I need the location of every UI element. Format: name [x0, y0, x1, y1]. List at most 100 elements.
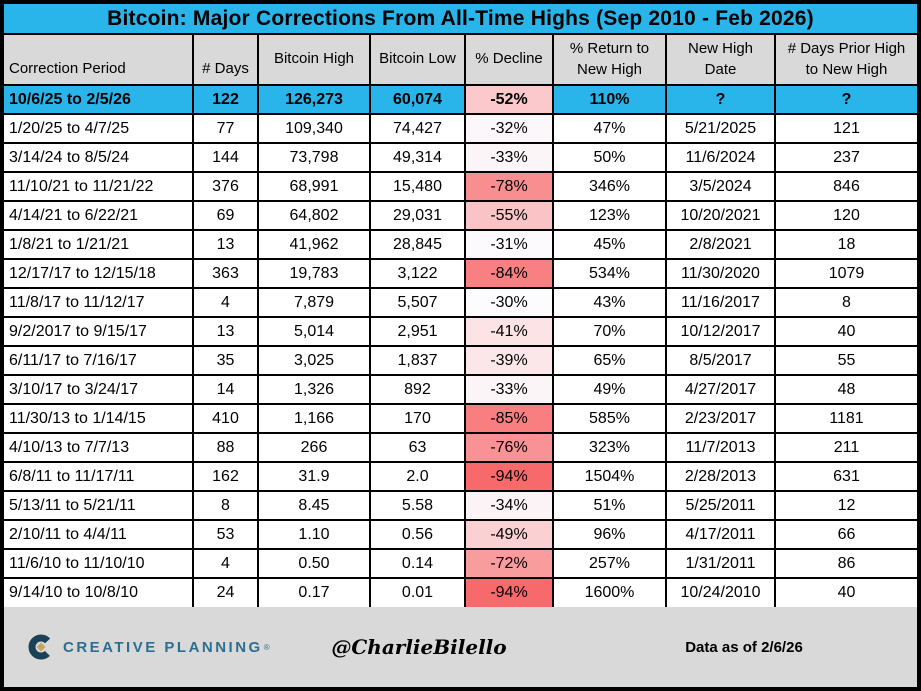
bitcoin-high-cell: 266	[257, 432, 371, 463]
data-as-of-label: Data as of 2/6/26	[685, 638, 803, 656]
days-cell: 88	[192, 432, 259, 463]
table-body: 10/6/25 to 2/5/26 122 126,273 60,074 -52% 110…	[3, 84, 918, 608]
bitcoin-high-cell: 0.17	[257, 577, 371, 608]
days-prior-cell: 211	[774, 432, 918, 463]
bitcoin-low-cell: 5.58	[369, 490, 466, 521]
bitcoin-high-cell: 126,273	[257, 84, 371, 115]
days-prior-cell: 631	[774, 461, 918, 492]
decline-cell: -32%	[464, 113, 554, 144]
col-header-return-to-new-high: % Return to New High	[552, 34, 667, 86]
period-cell: 10/6/25 to 2/5/26	[3, 84, 194, 115]
decline-cell: -41%	[464, 316, 554, 347]
table-row: 3/10/17 to 3/24/17 14 1,326 892 -33% 49% 4/27/…	[3, 374, 918, 405]
new-high-date-cell: ?	[665, 84, 776, 115]
return-cell: 43%	[552, 287, 667, 318]
col-header-days-prior-high: # Days Prior High to New High	[774, 34, 918, 86]
return-cell: 323%	[552, 432, 667, 463]
days-cell: 122	[192, 84, 259, 115]
days-cell: 24	[192, 577, 259, 608]
days-cell: 14	[192, 374, 259, 405]
bitcoin-high-cell: 8.45	[257, 490, 371, 521]
bitcoin-low-cell: 2.0	[369, 461, 466, 492]
creative-planning-logo-icon	[28, 634, 54, 660]
return-cell: 65%	[552, 345, 667, 376]
period-cell: 6/11/17 to 7/16/17	[3, 345, 194, 376]
days-prior-cell: 8	[774, 287, 918, 318]
new-high-date-cell: 8/5/2017	[665, 345, 776, 376]
new-high-date-cell: 10/24/2010	[665, 577, 776, 608]
bitcoin-low-cell: 0.56	[369, 519, 466, 550]
new-high-date-cell: 10/20/2021	[665, 200, 776, 231]
days-prior-cell: 40	[774, 577, 918, 608]
bitcoin-low-cell: 3,122	[369, 258, 466, 289]
bitcoin-low-cell: 2,951	[369, 316, 466, 347]
bitcoin-high-cell: 31.9	[257, 461, 371, 492]
decline-cell: -39%	[464, 345, 554, 376]
decline-cell: -33%	[464, 374, 554, 405]
days-prior-cell: 66	[774, 519, 918, 550]
new-high-date-cell: 5/25/2011	[665, 490, 776, 521]
period-cell: 9/14/10 to 10/8/10	[3, 577, 194, 608]
decline-cell: -34%	[464, 490, 554, 521]
days-prior-cell: 121	[774, 113, 918, 144]
days-cell: 53	[192, 519, 259, 550]
period-cell: 11/6/10 to 11/10/10	[3, 548, 194, 579]
period-cell: 12/17/17 to 12/15/18	[3, 258, 194, 289]
creative-planning-logo: CREATIVE PLANNING ®	[28, 634, 270, 660]
return-cell: 70%	[552, 316, 667, 347]
days-cell: 69	[192, 200, 259, 231]
days-cell: 13	[192, 316, 259, 347]
table-row: 10/6/25 to 2/5/26 122 126,273 60,074 -52% 110…	[3, 84, 918, 115]
days-cell: 4	[192, 548, 259, 579]
period-cell: 3/14/24 to 8/5/24	[3, 142, 194, 173]
table-row: 1/8/21 to 1/21/21 13 41,962 28,845 -31% 45% 2/…	[3, 229, 918, 260]
days-cell: 162	[192, 461, 259, 492]
return-cell: 50%	[552, 142, 667, 173]
table-row: 9/14/10 to 10/8/10 24 0.17 0.01 -94% 1600% 10/…	[3, 577, 918, 608]
new-high-date-cell: 1/31/2011	[665, 548, 776, 579]
table-row: 9/2/2017 to 9/15/17 13 5,014 2,951 -41% 70% 10…	[3, 316, 918, 347]
col-header-days: # Days	[192, 34, 259, 86]
days-prior-cell: 120	[774, 200, 918, 231]
bitcoin-high-cell: 73,798	[257, 142, 371, 173]
new-high-date-cell: 10/12/2017	[665, 316, 776, 347]
days-prior-cell: 18	[774, 229, 918, 260]
new-high-date-cell: 2/28/2013	[665, 461, 776, 492]
decline-cell: -94%	[464, 577, 554, 608]
period-cell: 11/30/13 to 1/14/15	[3, 403, 194, 434]
decline-cell: -52%	[464, 84, 554, 115]
return-cell: 49%	[552, 374, 667, 405]
bitcoin-high-cell: 1,326	[257, 374, 371, 405]
new-high-date-cell: 3/5/2024	[665, 171, 776, 202]
bitcoin-high-cell: 3,025	[257, 345, 371, 376]
days-cell: 13	[192, 229, 259, 260]
days-prior-cell: ?	[774, 84, 918, 115]
table-row: 1/20/25 to 4/7/25 77 109,340 74,427 -32% 47% 5…	[3, 113, 918, 144]
decline-cell: -31%	[464, 229, 554, 260]
decline-cell: -76%	[464, 432, 554, 463]
period-cell: 11/8/17 to 11/12/17	[3, 287, 194, 318]
decline-cell: -84%	[464, 258, 554, 289]
bitcoin-low-cell: 0.01	[369, 577, 466, 608]
period-cell: 5/13/11 to 5/21/11	[3, 490, 194, 521]
col-header-decline: % Decline	[464, 34, 554, 86]
return-cell: 1600%	[552, 577, 667, 608]
table-row: 4/10/13 to 7/7/13 88 266 63 -76% 323% 11/7/201…	[3, 432, 918, 463]
table-row: 11/30/13 to 1/14/15 410 1,166 170 -85% 585% 2/…	[3, 403, 918, 434]
period-cell: 4/10/13 to 7/7/13	[3, 432, 194, 463]
table-row: 11/6/10 to 11/10/10 4 0.50 0.14 -72% 257% 1/31…	[3, 548, 918, 579]
return-cell: 346%	[552, 171, 667, 202]
col-header-bitcoin-low: Bitcoin Low	[369, 34, 466, 86]
new-high-date-cell: 2/8/2021	[665, 229, 776, 260]
footer-bar: CREATIVE PLANNING ® @CharlieBilello Data …	[4, 607, 917, 687]
decline-cell: -78%	[464, 171, 554, 202]
bitcoin-low-cell: 49,314	[369, 142, 466, 173]
header-row: Correction Period # Days Bitcoin High Bi…	[3, 34, 918, 86]
days-prior-cell: 846	[774, 171, 918, 202]
chart-title: Bitcoin: Major Corrections From All-Time…	[4, 4, 917, 35]
corrections-table: Correction Period # Days Bitcoin High Bi…	[3, 34, 918, 608]
days-prior-cell: 1181	[774, 403, 918, 434]
bitcoin-high-cell: 1,166	[257, 403, 371, 434]
table-row: 4/14/21 to 6/22/21 69 64,802 29,031 -55% 123%…	[3, 200, 918, 231]
